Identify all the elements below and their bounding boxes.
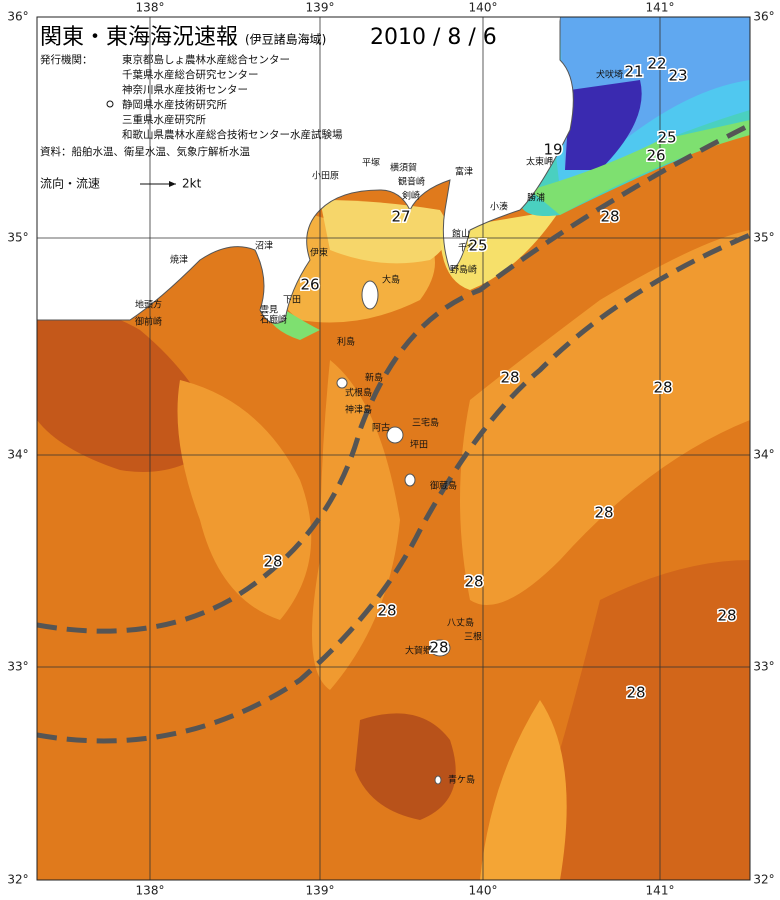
- source: 資料：船舶水温、衛星水温、気象庁解析水温: [40, 145, 250, 158]
- legend-arrowhead: [169, 181, 176, 187]
- place-name: 横須賀: [390, 162, 417, 174]
- temperature-label: 28: [500, 369, 519, 387]
- latitude-label: 36°: [753, 10, 774, 24]
- longitude-label: 141°: [646, 1, 675, 15]
- temperature-label: 28: [594, 504, 613, 522]
- longitude-label: 140°: [469, 884, 498, 898]
- temperature-label: 28: [653, 379, 672, 397]
- place-name: 勝浦: [527, 192, 545, 204]
- place-name: 富津: [455, 166, 473, 178]
- temperature-label: 28: [626, 684, 645, 702]
- place-name: 地頭方: [135, 299, 162, 311]
- longitude-label: 139°: [306, 1, 335, 15]
- place-name: 焼津: [170, 255, 188, 266]
- graticule: [37, 17, 750, 880]
- agency-label: 発行機関：: [40, 53, 93, 66]
- temperature-label: 28: [600, 208, 619, 226]
- longitude-label: 140°: [469, 1, 498, 15]
- place-name: 坪田: [410, 440, 428, 451]
- place-name: 小湊: [490, 201, 508, 213]
- place-name: 青ケ島: [448, 774, 475, 786]
- place-name: 阿古: [372, 422, 390, 434]
- latitude-label: 33°: [753, 660, 774, 674]
- place-name: 新島: [365, 372, 383, 384]
- legend-speed: 2kt: [182, 177, 202, 191]
- place-name: 館山: [452, 228, 470, 240]
- latitude-label: 33°: [7, 660, 28, 674]
- place-name: 雲見: [260, 305, 278, 316]
- place-name: 下田: [283, 295, 301, 306]
- place-name: 沼津: [255, 241, 273, 252]
- agency: 和歌山県農林水産総合技術センター水産試験場: [122, 128, 343, 141]
- temperature-label: 25: [468, 237, 487, 255]
- place-name: 三根: [464, 631, 482, 643]
- map-frame: [36, 16, 751, 881]
- current-axis: [37, 122, 750, 744]
- legend-label: 流向・流速: [40, 176, 100, 191]
- temperature-label: 28: [263, 553, 282, 571]
- temperature-label: 25: [657, 129, 676, 147]
- agency: 静岡県水産技術研究所: [122, 98, 227, 111]
- temperature-label: 28: [464, 573, 483, 591]
- temperature-label: 28: [717, 607, 736, 625]
- longitude-label: 138°: [136, 884, 165, 898]
- place-name: 大賀郷: [405, 645, 432, 657]
- marker: [106, 100, 114, 108]
- place-name: 千倉: [458, 242, 476, 254]
- place-name: 犬吠埼: [596, 69, 623, 81]
- place-name: 大島: [382, 274, 400, 286]
- temperature-label: 28: [377, 602, 396, 620]
- agency: 三重県水産研究所: [122, 113, 206, 126]
- place-name: 利島: [337, 336, 355, 348]
- map-area: [37, 17, 750, 880]
- latitude-label: 32°: [753, 873, 774, 887]
- title: 関東・東海海況速報: [40, 25, 238, 50]
- latitude-label: 36°: [7, 10, 28, 24]
- temperature-label: 28: [429, 639, 448, 657]
- place-name: 伊東: [310, 247, 328, 259]
- subtitle: (伊豆諸島海域): [245, 32, 326, 47]
- agency: 神奈川県水産技術センター: [122, 83, 248, 96]
- temperature-label: 19: [543, 141, 562, 159]
- agency: 東京都島しょ農林水産総合センター: [122, 53, 290, 66]
- agency: 千葉県水産総合研究センター: [122, 68, 259, 81]
- place-name: 平塚: [362, 158, 380, 169]
- longitude-label: 138°: [136, 1, 165, 15]
- place-name: 剣崎: [402, 190, 420, 202]
- date: 2010 / 8 / 6: [370, 25, 497, 50]
- latitude-label: 35°: [7, 231, 28, 245]
- temperature-label: 27: [391, 208, 410, 226]
- temperature-label: 26: [300, 276, 319, 294]
- place-name: 小田原: [312, 171, 339, 182]
- longitude-label: 139°: [306, 884, 335, 898]
- place-name: 観音崎: [398, 176, 425, 188]
- latitude-label: 34°: [7, 448, 28, 462]
- latitude-label: 35°: [753, 231, 774, 245]
- place-name: 太東岬: [526, 156, 553, 168]
- place-name: 三宅島: [412, 417, 439, 429]
- place-name: 神津島: [345, 404, 372, 416]
- place-name: 野島崎: [450, 264, 477, 276]
- longitude-label: 141°: [646, 884, 675, 898]
- temperature-label: 26: [646, 147, 665, 165]
- place-name: 御蔵島: [430, 480, 457, 492]
- place-name: 御前崎: [135, 316, 162, 328]
- temperature-label: 21: [624, 63, 643, 81]
- temperature-label: 23: [668, 67, 687, 85]
- place-name: 石廊崎: [260, 314, 287, 326]
- temperature-label: 22: [647, 55, 666, 73]
- latitude-label: 34°: [753, 448, 774, 462]
- place-name: 式根島: [345, 387, 372, 399]
- latitude-label: 32°: [7, 873, 28, 887]
- place-name: 八丈島: [447, 617, 474, 629]
